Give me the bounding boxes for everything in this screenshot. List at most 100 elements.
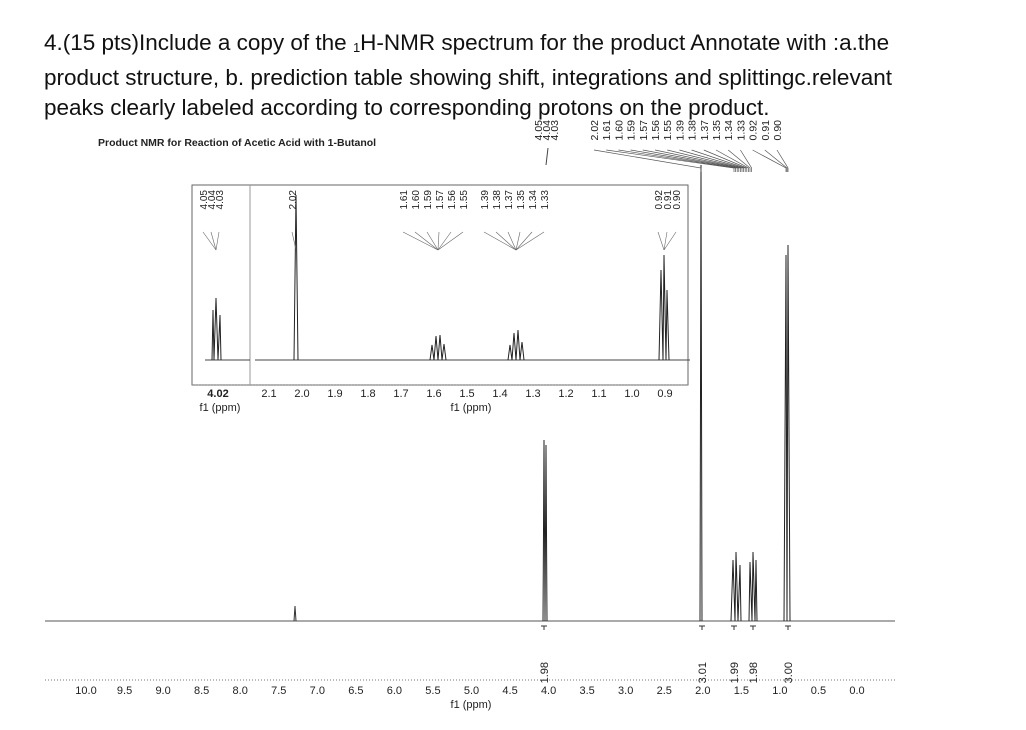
peak-label: 1.55 [662,120,674,141]
tick-label: 7.5 [271,685,286,697]
integration-label: 1.99 [729,662,741,683]
label-connector [515,231,521,251]
inset-peak [429,334,447,361]
peak-label: 1.37 [699,120,711,141]
peak-label: 4.05 [533,120,545,141]
question-line: 4.(15 pts)Include a copy of the 1H-NMR s… [44,28,892,63]
peak-label: 0.92 [748,120,760,141]
peak-label: 1.33 [735,120,747,141]
peak-label: 1.35 [711,120,723,141]
inset-tick-label: 1.3 [525,388,540,400]
tick-label: 4.5 [502,685,517,697]
label-connector [291,231,297,251]
inset-peak-label: 1.39 [480,190,491,210]
inset-peak-label: 0.90 [672,190,683,210]
label-connector [515,231,545,251]
peak [542,439,548,622]
inset-tick-label: 1.2 [558,388,573,400]
inset-peak-label: 1.56 [447,190,458,210]
tick-label: 1.0 [772,685,787,697]
tick-label: 2.0 [695,685,710,697]
label-connector [507,231,517,251]
spectrum-title: Product NMR for Reaction of Acetic Acid … [98,137,376,149]
inset-peak-label: 4.05 [199,190,210,210]
inset-peak-label: 1.59 [423,190,434,210]
integration-label: 1.98 [539,662,551,683]
inset-peak-label: 0.91 [663,190,674,210]
inset-tick-label: 1.0 [624,388,639,400]
peak-label: 4.03 [549,120,561,141]
inset-peak-label: 1.55 [459,190,470,210]
integration-label: 3.01 [697,662,709,683]
inset-peak [658,254,670,361]
label-connector [667,149,743,172]
inset-tick-label: 1.1 [591,388,606,400]
inset-peak-label: 1.37 [504,190,515,210]
label-connector [483,231,517,251]
label-connector [437,231,440,251]
inset [191,184,689,386]
label-connector [727,149,751,172]
inset-tick-label: 1.4 [492,388,507,400]
integration-mark [699,625,705,630]
axis-title: f1 (ppm) [451,699,492,711]
integration-label: 3.00 [783,662,795,683]
label-connector [657,231,665,251]
label-connector [715,149,749,172]
integration-mark [541,625,547,630]
label-connector [740,149,752,172]
tick-label: 3.0 [618,685,633,697]
inset-axis-title: f1 (ppm) [200,402,241,414]
inset-peak-label: 4.03 [215,190,226,210]
label-connector [210,231,217,251]
inset-peak-label: 1.57 [435,190,446,210]
subscript: 1 [352,40,361,55]
inset-peak-label: 4.04 [207,190,218,210]
tick-label: 5.5 [425,685,440,697]
inset-peak-label: 1.61 [399,190,410,210]
tick-label: 6.0 [387,685,402,697]
peak-label: 1.56 [650,120,662,141]
label-connector [703,149,748,172]
tick-label: 0.5 [811,685,826,697]
question-text: H-NMR spectrum for the product Annotate … [360,30,890,55]
peak-label: 4.04 [541,120,553,141]
inset-tick-label: 1.9 [327,388,342,400]
integration-label: 1.98 [748,662,760,683]
label-connector [202,231,217,251]
peak [783,244,791,622]
inset-axis-title: f1 (ppm) [451,402,492,414]
label-connector [515,231,533,251]
label-connector [426,231,439,251]
peak-label: 1.57 [638,120,650,141]
peak [748,551,758,622]
inset-tick-label: 1.5 [459,388,474,400]
peak [730,551,742,622]
tick-label: 6.5 [348,685,363,697]
tick-label: 9.0 [155,685,170,697]
inset-tick-label: 1.6 [426,388,441,400]
peak [699,164,703,622]
inset-tick-label: 4.02 [207,388,228,400]
question-line: product structure, b. prediction table s… [44,65,892,90]
question: 4.(15 pts)Include a copy of the 1H-NMR s… [44,28,892,123]
tick-label: 4.0 [541,685,556,697]
label-connector [663,231,668,251]
tick-label: 10.0 [75,685,96,697]
inset-peak [507,329,525,361]
inset-peak [211,297,222,361]
label-connector [663,231,677,251]
question-text: 4.(15 pts)Include a copy of the [44,30,353,55]
tick-label: 8.5 [194,685,209,697]
label-connector [679,149,744,172]
inset-peak-label: 0.92 [654,190,665,210]
inset-peak-label: 1.60 [411,190,422,210]
inset-tick-label: 1.8 [360,388,375,400]
label-connector [654,149,741,172]
inset-peak-label: 1.33 [540,190,551,210]
peak-label: 1.60 [613,120,625,141]
tick-label: 2.5 [657,685,672,697]
peak-label: 1.59 [626,120,638,141]
label-connector [545,147,549,166]
